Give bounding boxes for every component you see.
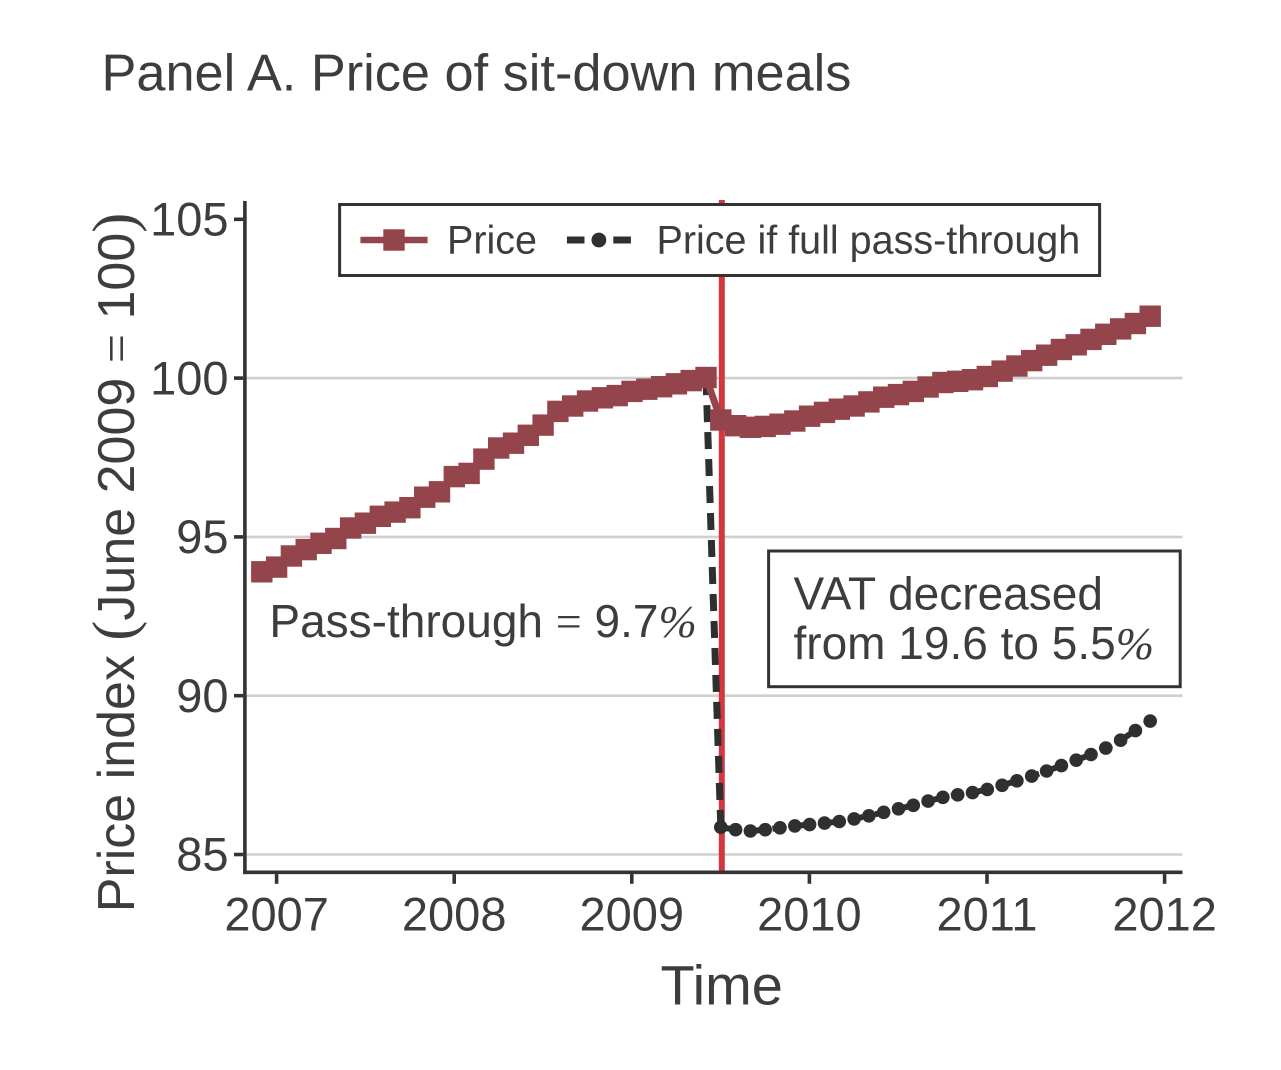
- svg-text:100: 100: [150, 351, 228, 404]
- svg-text:Panel A. Price of sit-down mea: Panel A. Price of sit-down meals: [102, 45, 852, 103]
- svg-text:2009: 2009: [580, 887, 685, 940]
- svg-text:2012: 2012: [1112, 887, 1217, 940]
- svg-text:Price: Price: [447, 219, 537, 263]
- svg-text:Time: Time: [661, 954, 783, 1017]
- svg-text:85: 85: [176, 828, 228, 881]
- svg-text:Price if full pass-through: Price if full pass-through: [657, 219, 1081, 263]
- svg-text:Price index (June 2009 = 100): Price index (June 2009 = 100): [81, 213, 147, 913]
- svg-text:from 19.6 to 5.5%: from 19.6 to 5.5%: [794, 617, 1155, 669]
- svg-text:2007: 2007: [224, 887, 329, 940]
- svg-text:2008: 2008: [402, 887, 507, 940]
- svg-text:90: 90: [176, 669, 228, 722]
- svg-text:95: 95: [176, 510, 228, 563]
- svg-text:VAT decreased: VAT decreased: [794, 568, 1103, 620]
- svg-text:2011: 2011: [936, 887, 1037, 940]
- svg-text:2010: 2010: [757, 887, 862, 940]
- svg-text:105: 105: [150, 193, 228, 246]
- svg-text:Pass-through = 9.7%: Pass-through = 9.7%: [269, 595, 696, 647]
